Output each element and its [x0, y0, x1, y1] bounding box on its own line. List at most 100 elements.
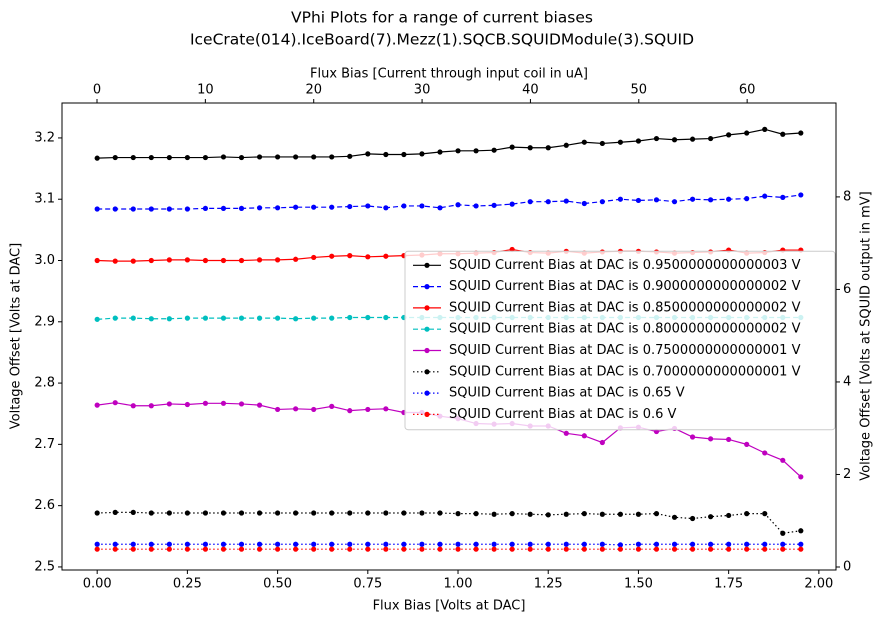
data-point	[581, 200, 587, 207]
data-point	[744, 546, 750, 552]
data-point	[671, 514, 678, 520]
data-point	[473, 546, 479, 552]
data-point	[762, 193, 768, 199]
data-point	[780, 194, 786, 200]
data-point	[455, 202, 461, 208]
data-point	[347, 510, 353, 516]
data-point	[509, 201, 515, 207]
data-point	[166, 541, 172, 547]
data-point	[599, 541, 605, 547]
data-point	[509, 144, 515, 150]
data-point	[491, 511, 497, 517]
data-point	[130, 541, 136, 547]
data-point	[184, 257, 190, 263]
data-point	[437, 510, 443, 516]
data-point	[599, 199, 605, 205]
legend-label: SQUID Current Bias at DAC is 0.950000000…	[449, 258, 801, 273]
data-point	[653, 541, 660, 547]
series-line	[97, 543, 801, 546]
data-point	[726, 546, 732, 552]
data-point	[256, 546, 263, 552]
y-tick-label: 2.9	[34, 314, 55, 329]
data-point	[112, 154, 118, 161]
data-point	[726, 196, 732, 202]
data-point	[202, 315, 209, 321]
data-point	[762, 546, 768, 552]
data-point	[473, 148, 479, 154]
y-tick-label: 2.6	[34, 498, 55, 513]
data-point	[275, 546, 281, 552]
data-point	[256, 315, 263, 321]
series-line	[97, 194, 801, 210]
data-point	[617, 546, 623, 552]
x-tick-label: 1.75	[714, 577, 743, 592]
data-point	[220, 315, 227, 321]
data-point	[220, 546, 227, 552]
data-point	[653, 135, 660, 142]
data-point	[744, 441, 750, 447]
data-point	[184, 315, 190, 321]
plot-frame	[61, 102, 837, 571]
x-tick-label: 1.50	[624, 577, 653, 592]
data-point	[744, 130, 750, 136]
data-point	[347, 408, 353, 414]
data-point	[635, 546, 642, 552]
data-point	[311, 254, 317, 261]
legend-marker	[424, 262, 430, 268]
legend-marker	[424, 347, 430, 354]
data-point	[726, 132, 732, 138]
data-point	[148, 257, 154, 264]
data-point	[311, 546, 317, 552]
legend-marker	[424, 284, 430, 290]
data-point	[401, 203, 407, 209]
data-point	[798, 130, 804, 136]
data-point	[545, 199, 551, 205]
data-point	[293, 406, 299, 412]
legend-marker	[424, 411, 430, 417]
data-point	[347, 314, 353, 321]
data-point	[708, 514, 714, 520]
data-point	[347, 541, 353, 547]
data-point	[329, 253, 335, 259]
data-point	[94, 316, 100, 322]
data-point	[311, 510, 317, 516]
legend-label: SQUID Current Bias at DAC is 0.6 V	[449, 407, 677, 422]
x2-axis-label: Flux Bias [Current through input coil in…	[310, 67, 588, 82]
data-point	[726, 436, 732, 443]
data-point	[383, 314, 389, 321]
data-point	[329, 541, 335, 547]
legend-label: SQUID Current Bias at DAC is 0.850000000…	[449, 300, 801, 315]
data-point	[238, 205, 245, 212]
data-point	[581, 546, 587, 552]
data-point	[148, 154, 154, 161]
data-point	[689, 541, 696, 547]
data-point	[347, 253, 353, 259]
series-line	[97, 128, 801, 159]
data-point	[238, 154, 245, 161]
data-point	[689, 434, 696, 440]
x-tick-label: 0.50	[263, 577, 292, 592]
data-point	[563, 198, 569, 204]
data-point	[329, 510, 335, 516]
data-point	[383, 510, 389, 516]
x-axis-label: Flux Bias [Volts at DAC]	[373, 599, 526, 614]
data-point	[527, 145, 533, 151]
data-point	[762, 126, 768, 132]
data-point	[491, 202, 497, 208]
data-point	[256, 205, 263, 211]
data-point	[365, 254, 371, 260]
data-point	[347, 203, 353, 210]
y2-tick-label: 0	[843, 559, 851, 574]
data-point	[112, 258, 118, 264]
x-tick-label: 1.00	[444, 577, 473, 592]
data-point	[581, 139, 587, 145]
data-point	[671, 541, 678, 547]
data-point	[130, 258, 136, 264]
data-point	[238, 546, 245, 552]
data-point	[256, 154, 263, 160]
data-point	[311, 315, 317, 321]
data-point	[238, 401, 245, 407]
y2-tick-label: 4	[843, 374, 851, 389]
data-point	[689, 546, 696, 552]
data-point	[311, 406, 317, 413]
